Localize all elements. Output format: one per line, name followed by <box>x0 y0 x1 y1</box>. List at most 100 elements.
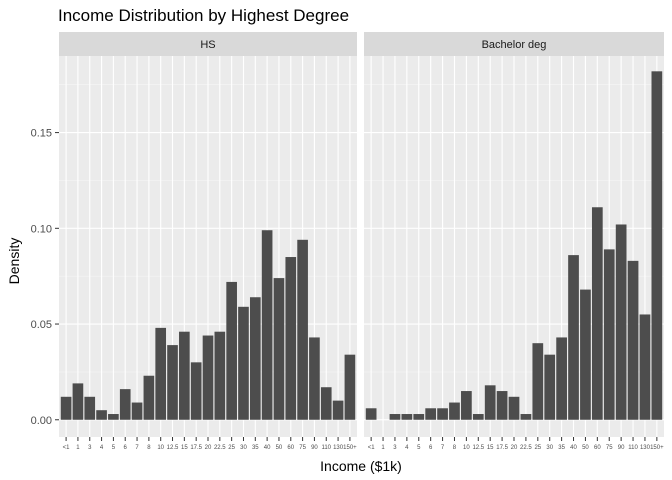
x-tick-label: 60 <box>594 445 601 451</box>
bar <box>190 362 202 420</box>
x-tick-label: 75 <box>299 445 306 451</box>
bar <box>532 343 544 420</box>
bar <box>615 224 627 420</box>
x-tick-label: 150+ <box>650 445 664 451</box>
bar <box>591 207 603 420</box>
x-tick-label: 15 <box>487 445 494 451</box>
y-axis: 0.00 0.05 0.10 0.15 <box>31 128 59 427</box>
bar <box>84 396 96 420</box>
bar <box>580 289 591 420</box>
bar <box>72 383 84 420</box>
x-axis-title: Income ($1k) <box>320 458 402 474</box>
y-axis-title-group: Density <box>6 238 22 285</box>
bar <box>425 408 437 420</box>
bar <box>603 249 615 420</box>
y-tick-label: 0.15 <box>31 128 52 140</box>
x-tick-label: 22.5 <box>214 445 226 451</box>
x-tick-label: 20 <box>511 445 518 451</box>
x-tick-label: 60 <box>287 445 294 451</box>
bar <box>332 400 344 420</box>
facet-panels: HS<1 1 3 4 5 6 7 8 10 12.5 15 17.5 20 22.5 25 30 35 40 50 6… <box>59 32 664 451</box>
x-tick-label: 5 <box>417 445 421 451</box>
x-tick-label: 1 <box>76 445 80 451</box>
x-tick-label: 40 <box>570 445 577 451</box>
bar <box>297 239 308 420</box>
x-tick-label: 90 <box>311 445 318 451</box>
bar <box>309 337 320 420</box>
bar <box>214 331 226 420</box>
bar <box>413 414 425 420</box>
bar <box>627 260 639 420</box>
x-tick-label: 8 <box>147 445 151 451</box>
x-tick-label: 50 <box>582 445 589 451</box>
x-tick-label: 17.5 <box>496 445 508 451</box>
facet-strip <box>364 32 664 56</box>
x-tick-label: <1 <box>63 445 71 451</box>
bar <box>261 230 273 420</box>
x-tick-label: 15 <box>181 445 188 451</box>
x-tick-label: <1 <box>368 445 376 451</box>
x-tick-label: 4 <box>405 445 409 451</box>
y-axis-title: Density <box>6 238 22 285</box>
x-tick-label: 12.5 <box>167 445 179 451</box>
x-tick-label: 6 <box>429 445 433 451</box>
x-tick-label: 35 <box>252 445 259 451</box>
bar <box>238 306 249 420</box>
bar <box>226 281 237 420</box>
bar <box>496 391 508 420</box>
bar <box>143 375 155 420</box>
bar <box>167 345 178 420</box>
x-tick-label: 30 <box>240 445 247 451</box>
x-tick-label: 150+ <box>343 445 357 451</box>
chart-title: Income Distribution by Highest Degree <box>58 6 349 25</box>
bar <box>119 389 131 420</box>
bar <box>344 354 356 420</box>
x-tick-label: 8 <box>453 445 457 451</box>
facet-panel: Bachelor deg <1 1 3 4 5 6 7 8 10 12.5 15 17.5 20 22.5 2… <box>364 32 664 451</box>
x-tick-label: 90 <box>618 445 625 451</box>
x-tick-label: 3 <box>88 445 92 451</box>
bar <box>651 71 663 420</box>
x-tick-label: 10 <box>157 445 164 451</box>
bar <box>520 414 532 420</box>
y-tick-label: 0.05 <box>31 319 52 331</box>
facet-strip-label: Bachelor deg <box>482 39 547 51</box>
bar <box>568 255 579 420</box>
x-tick-label: 30 <box>546 445 553 451</box>
x-tick-label: 4 <box>100 445 104 451</box>
bar <box>639 314 651 420</box>
x-tick-label: 5 <box>112 445 116 451</box>
x-tick-label: 12.5 <box>472 445 484 451</box>
facet-panel: HS <1 1 3 4 5 6 7 8 10 12.5 15 17.5 20 22.5 25 30 35 40 50 6… <box>59 32 357 451</box>
bar <box>401 414 413 420</box>
bar <box>273 278 285 420</box>
x-tick-label: 35 <box>558 445 565 451</box>
x-tick-label: 110 <box>321 445 331 451</box>
x-tick-label: 7 <box>135 445 139 451</box>
bar <box>131 402 143 420</box>
bar <box>108 414 119 420</box>
bar <box>437 408 448 420</box>
facet-strip-label: HS <box>200 39 215 51</box>
x-tick-label: 3 <box>393 445 397 451</box>
x-tick-label: 17.5 <box>190 445 202 451</box>
x-tick-label: 75 <box>606 445 613 451</box>
bar <box>389 414 401 420</box>
y-tick-label: 0.00 <box>31 415 52 427</box>
bar <box>202 335 214 420</box>
bar <box>544 354 556 420</box>
x-tick-label: 110 <box>628 445 638 451</box>
x-tick-label: 130 <box>333 445 344 451</box>
x-tick-label: 22.5 <box>520 445 532 451</box>
bar <box>508 396 520 420</box>
x-tick-label: 25 <box>228 445 235 451</box>
bar <box>179 331 190 420</box>
x-tick-label: 7 <box>441 445 445 451</box>
bar <box>556 337 567 420</box>
x-tick-label: 50 <box>276 445 283 451</box>
bar <box>249 297 261 420</box>
bar <box>96 410 107 420</box>
x-tick-label: 1 <box>381 445 385 451</box>
x-tick-label: 20 <box>205 445 212 451</box>
